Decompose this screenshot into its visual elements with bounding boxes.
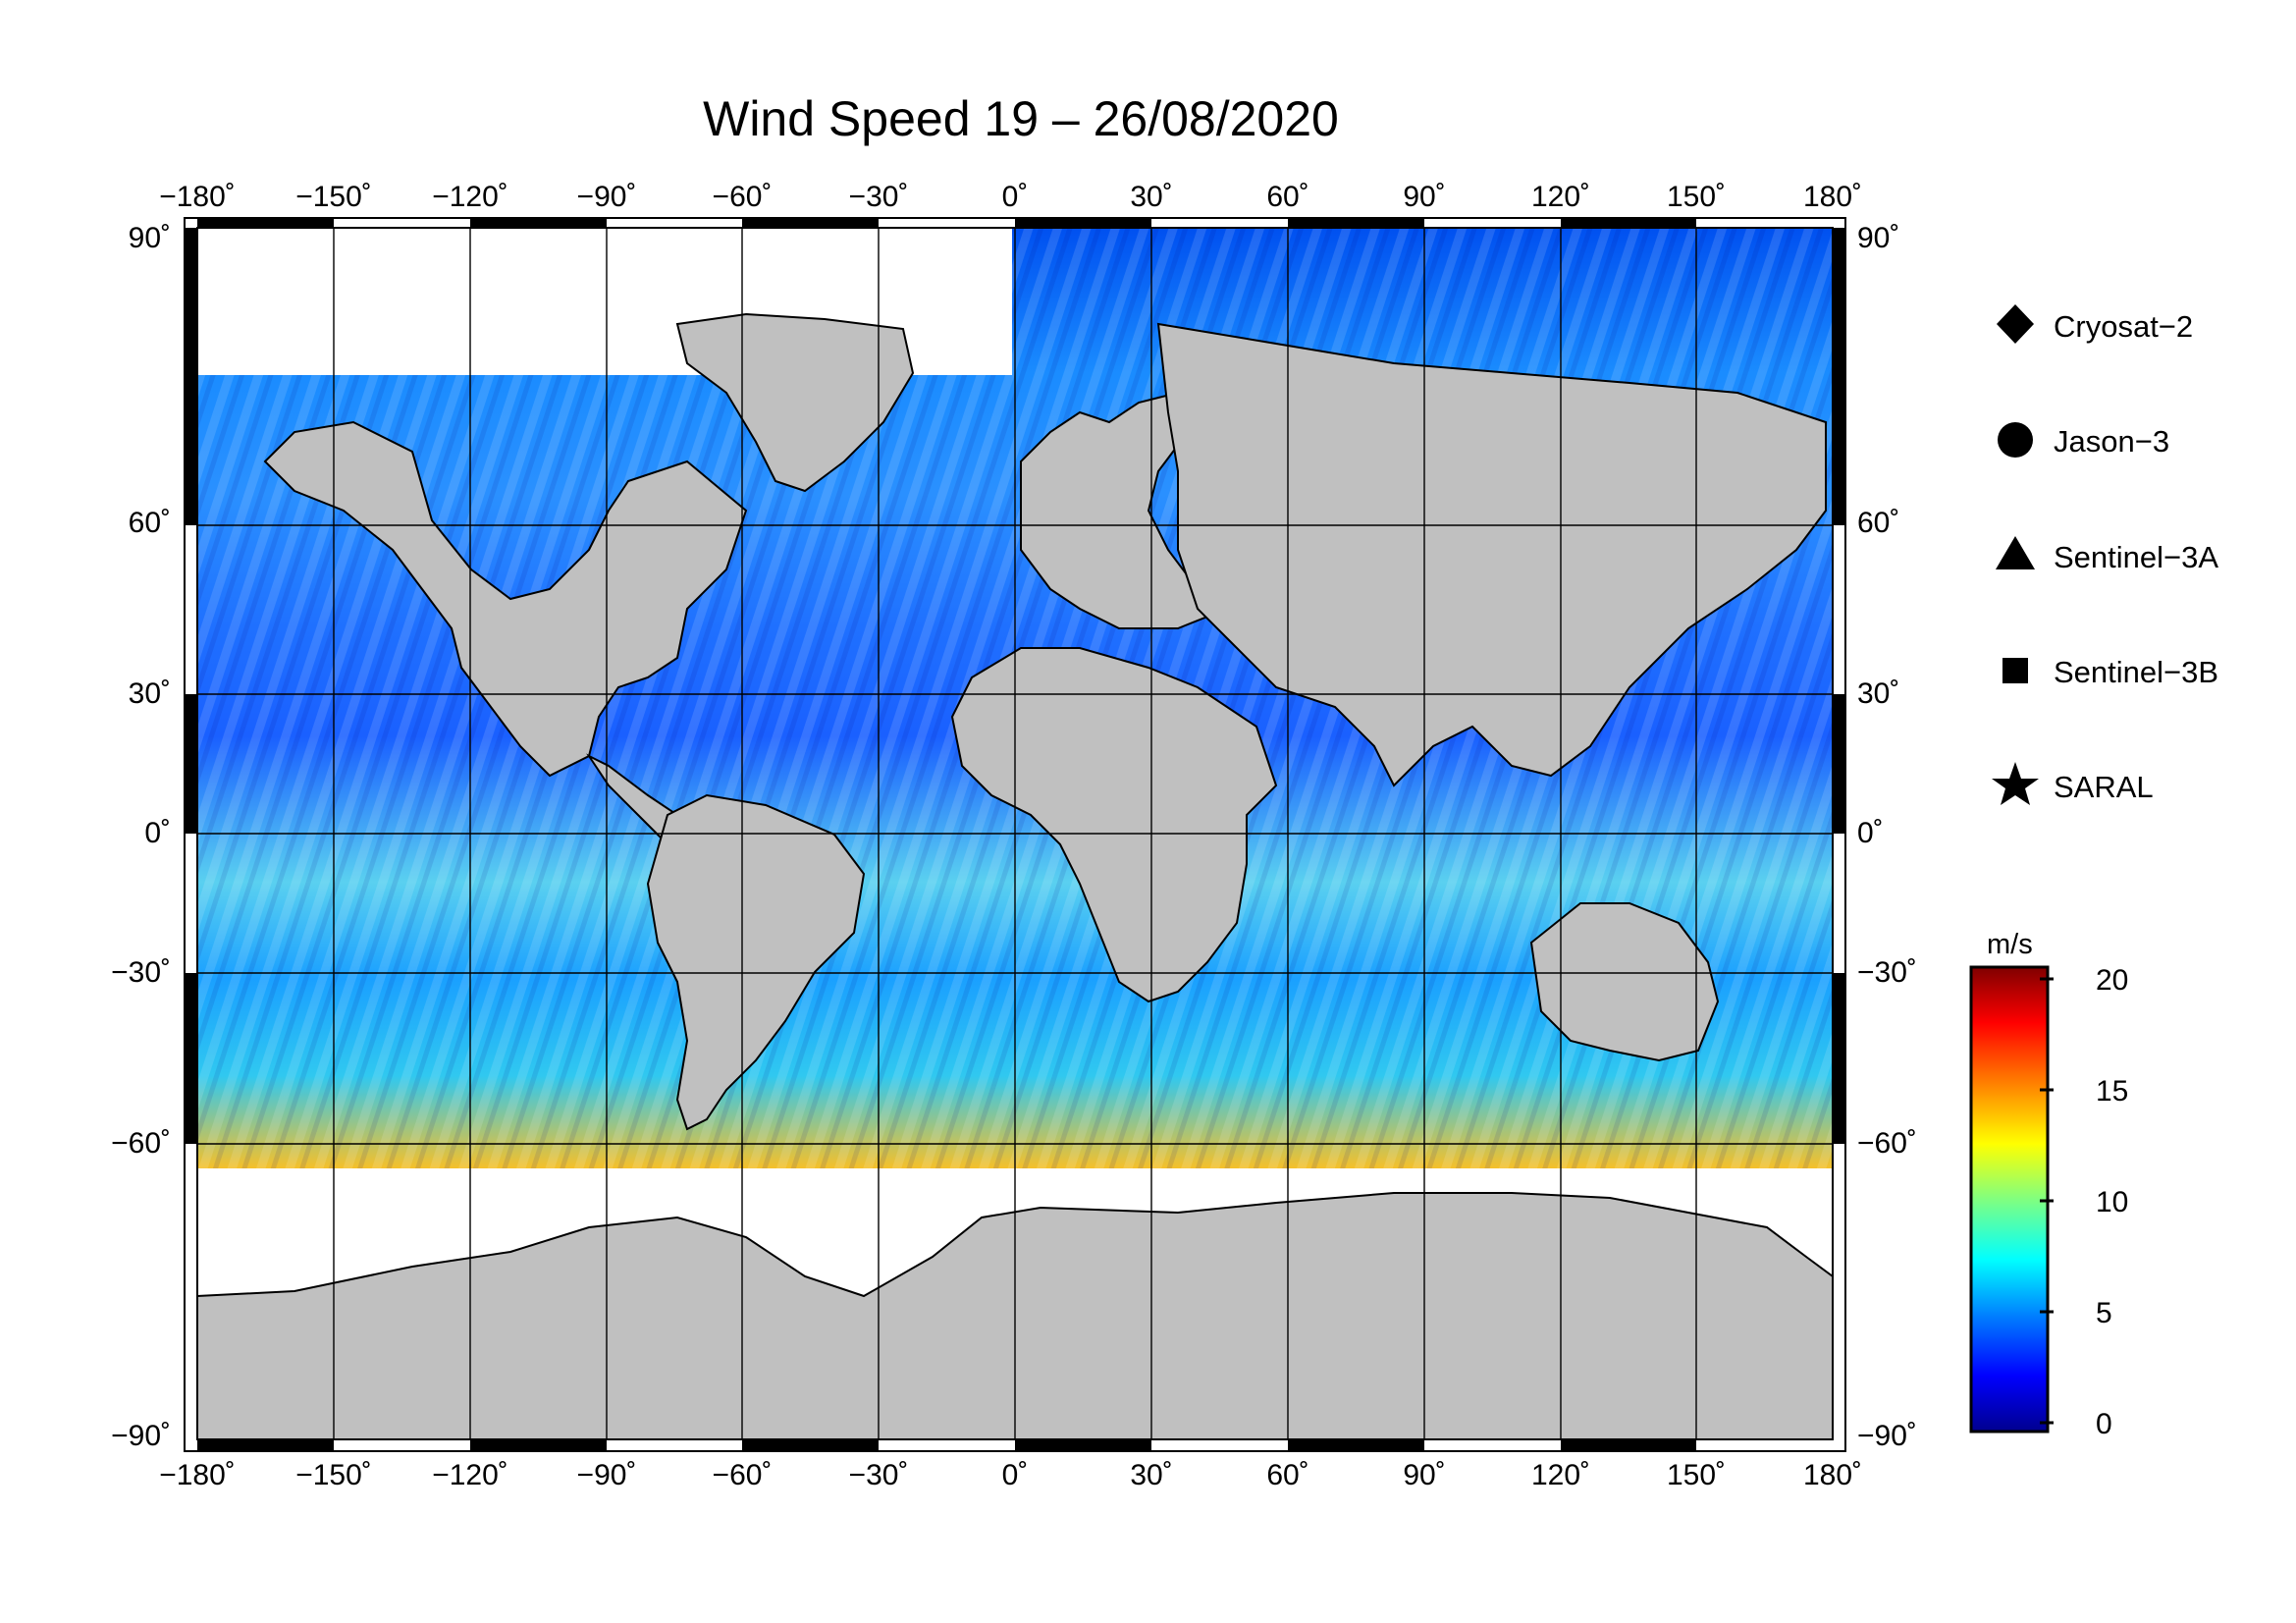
lat-tick-left: 60˚ bbox=[128, 507, 171, 539]
lon-tick-bottom: −120˚ bbox=[432, 1459, 508, 1491]
lon-tick-bottom: 0˚ bbox=[1001, 1459, 1029, 1491]
legend-label-cryosat-2: Cryosat−2 bbox=[2054, 309, 2194, 344]
greenland-land bbox=[675, 312, 915, 493]
lon-tick-top: −120˚ bbox=[432, 181, 508, 213]
lon-tick-bottom: −60˚ bbox=[712, 1459, 773, 1491]
colorbar-tick: 5 bbox=[2096, 1297, 2112, 1329]
lat-tick-right: 30˚ bbox=[1857, 677, 1900, 710]
lon-tick-bottom: 90˚ bbox=[1403, 1459, 1446, 1491]
lat-tick-right: −60˚ bbox=[1857, 1127, 1917, 1160]
lon-tick-top: 90˚ bbox=[1403, 181, 1446, 213]
south-america-land bbox=[646, 793, 866, 1131]
map-frame bbox=[184, 217, 1846, 1452]
circle-icon bbox=[1998, 422, 2033, 458]
square-icon bbox=[2002, 658, 2028, 683]
colorbar-tick: 15 bbox=[2096, 1075, 2129, 1108]
lat-tick-left: 30˚ bbox=[128, 677, 171, 710]
lat-tick-right: 60˚ bbox=[1857, 507, 1900, 539]
lon-tick-bottom: −90˚ bbox=[576, 1459, 637, 1491]
star-icon bbox=[1992, 762, 2039, 805]
legend-label-saral: SARAL bbox=[2054, 770, 2154, 804]
chart-title: Wind Speed 19 – 26/08/2020 bbox=[703, 91, 1339, 146]
lon-tick-top: −180˚ bbox=[159, 181, 236, 213]
lon-tick-bottom: 60˚ bbox=[1266, 1459, 1309, 1491]
legend-label-sentinel-3b: Sentinel−3B bbox=[2054, 655, 2219, 689]
lon-tick-top: 180˚ bbox=[1802, 181, 1863, 213]
lon-tick-top: −150˚ bbox=[295, 181, 372, 213]
lat-tick-left: −60˚ bbox=[111, 1127, 171, 1160]
australia-land bbox=[1529, 902, 1720, 1062]
triangle-icon bbox=[1996, 536, 2035, 569]
lat-tick-right: −30˚ bbox=[1857, 956, 1917, 989]
europe-land bbox=[1020, 391, 1230, 629]
lon-tick-top: 150˚ bbox=[1666, 181, 1727, 213]
lon-tick-top: 120˚ bbox=[1530, 181, 1591, 213]
north-america-land bbox=[263, 420, 748, 778]
lon-tick-top: −30˚ bbox=[848, 181, 909, 213]
lat-tick-right: 90˚ bbox=[1857, 222, 1900, 254]
lon-tick-bottom: −30˚ bbox=[848, 1459, 909, 1491]
legend-label-jason-3: Jason−3 bbox=[2054, 424, 2170, 459]
lon-tick-top: 0˚ bbox=[1001, 181, 1029, 213]
diamond-icon bbox=[1997, 304, 2034, 344]
colorbar-gradient bbox=[1969, 965, 2050, 1434]
asia-land bbox=[1156, 322, 1827, 787]
lat-tick-right: 0˚ bbox=[1857, 817, 1884, 849]
lon-tick-bottom: 120˚ bbox=[1530, 1459, 1591, 1491]
colorbar-tick: 0 bbox=[2096, 1408, 2112, 1440]
lon-tick-top: −60˚ bbox=[712, 181, 773, 213]
lat-tick-left: −90˚ bbox=[111, 1420, 171, 1452]
lat-tick-left: −30˚ bbox=[111, 956, 171, 989]
lon-tick-top: 60˚ bbox=[1266, 181, 1309, 213]
lat-tick-left: 0˚ bbox=[144, 817, 171, 849]
lon-tick-top: −90˚ bbox=[576, 181, 637, 213]
colorbar-unit: m/s bbox=[1987, 929, 2033, 960]
lon-tick-bottom: −180˚ bbox=[159, 1459, 236, 1491]
lon-tick-top: 30˚ bbox=[1130, 181, 1173, 213]
lon-tick-bottom: 30˚ bbox=[1130, 1459, 1173, 1491]
colorbar-tick: 10 bbox=[2096, 1186, 2129, 1218]
graticule bbox=[197, 228, 1833, 1439]
lon-tick-bottom: 180˚ bbox=[1802, 1459, 1863, 1491]
africa-land bbox=[950, 647, 1278, 1003]
lon-tick-bottom: −150˚ bbox=[295, 1459, 372, 1491]
lat-tick-right: −90˚ bbox=[1857, 1420, 1917, 1452]
legend-label-sentinel-3a: Sentinel−3A bbox=[2054, 540, 2219, 574]
legend-symbols bbox=[1992, 304, 2039, 805]
lon-tick-bottom: 150˚ bbox=[1666, 1459, 1727, 1491]
lat-tick-left: 90˚ bbox=[128, 222, 171, 254]
colorbar-tick: 20 bbox=[2096, 964, 2129, 997]
colorbar bbox=[1969, 965, 2054, 1434]
